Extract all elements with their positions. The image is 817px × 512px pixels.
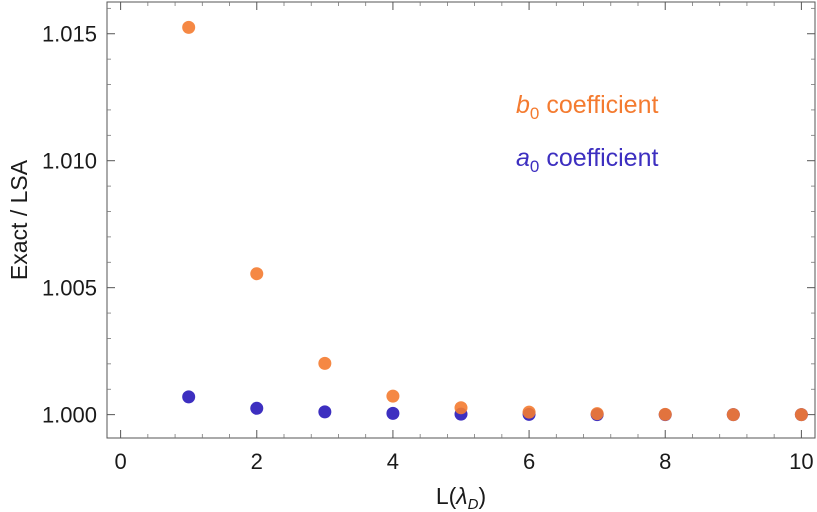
b0-point-1 (182, 20, 196, 34)
x-axis-label: L(λD) (436, 483, 486, 512)
a0-point-1 (182, 390, 196, 404)
a0-point-3 (318, 405, 332, 419)
b0-point-6 (522, 405, 536, 419)
b0-point-9 (726, 408, 740, 422)
b0-point-4 (386, 389, 400, 403)
x-tick-label: 0 (114, 449, 126, 474)
b0-point-5 (454, 401, 468, 415)
a0-point-4 (386, 406, 400, 420)
b0-point-10 (794, 408, 808, 422)
y-axis: 1.000 1.005 1.010 1.015 (42, 7, 815, 428)
legend-a0-coefficient: a0 coefficient (516, 144, 658, 176)
b0-point-7 (590, 407, 604, 421)
y-tick-label: 1.000 (42, 403, 97, 428)
b0-point-3 (318, 356, 332, 370)
a0-point-2 (250, 401, 264, 415)
x-tick-label: 2 (251, 449, 263, 474)
x-axis: 0 2 4 6 8 10 (114, 2, 814, 474)
b0-point-8 (658, 407, 672, 421)
y-tick-label: 1.015 (42, 22, 97, 47)
y-axis-label: Exact / LSA (6, 159, 32, 280)
x-tick-label: 4 (387, 449, 399, 474)
x-tick-label: 10 (789, 449, 813, 474)
y-tick-label: 1.010 (42, 149, 97, 174)
b0-point-2 (250, 267, 264, 281)
x-tick-label: 8 (659, 449, 671, 474)
x-tick-label: 6 (523, 449, 535, 474)
plot-frame (106, 1, 816, 439)
data-points (182, 20, 808, 422)
y-tick-label: 1.005 (42, 276, 97, 301)
legend-b0-coefficient: b0 coefficient (516, 91, 658, 123)
